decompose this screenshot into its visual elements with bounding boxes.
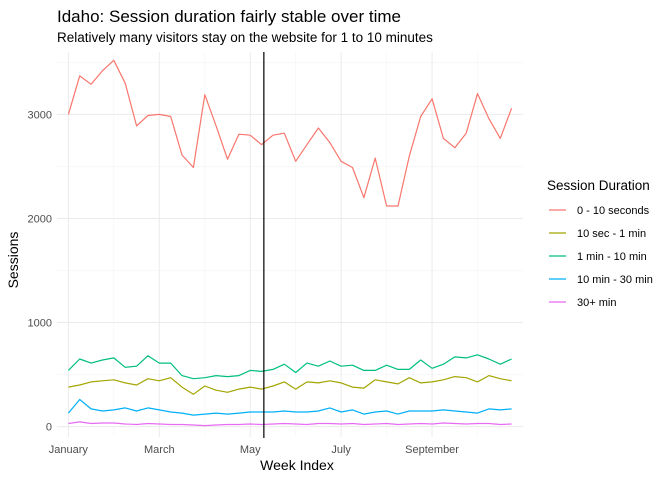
grid: [57, 52, 523, 437]
y-tick-label: 2000: [28, 213, 52, 225]
y-axis-ticks: 0 1000 2000 3000: [28, 109, 52, 433]
series-line-3: [67, 398, 512, 416]
legend-label-0: 0 - 10 seconds: [577, 205, 650, 217]
series-line-0: [67, 59, 513, 207]
y-tick-label: 0: [46, 422, 52, 434]
x-tick-label: March: [144, 444, 175, 456]
legend-label-4: 30+ min: [577, 297, 616, 309]
legend-label-2: 1 min - 10 min: [577, 251, 647, 263]
x-tick-label: January: [49, 444, 89, 456]
series-line-4: [68, 421, 512, 427]
y-tick-label: 1000: [28, 318, 52, 330]
legend-title: Session Duration: [547, 178, 650, 193]
chart-subtitle: Relatively many visitors stay on the web…: [57, 30, 433, 45]
series-line-1: [68, 375, 512, 395]
x-axis-title: Week Index: [260, 457, 334, 473]
x-tick-label: September: [405, 444, 459, 456]
x-tick-label: May: [240, 444, 261, 456]
series-line-2: [67, 354, 512, 380]
x-axis-ticks: January March May July September: [49, 444, 460, 456]
legend: Session Duration 0 - 10 seconds 10 sec - …: [547, 178, 653, 309]
legend-label-1: 10 sec - 1 min: [577, 228, 646, 240]
x-tick-label: July: [331, 444, 351, 456]
y-axis-title: Sessions: [5, 232, 21, 289]
y-tick-label: 3000: [28, 109, 52, 121]
chart-title: Idaho: Session duration fairly stable ov…: [57, 7, 401, 26]
series-lines: [67, 59, 513, 427]
legend-label-3: 10 min - 30 min: [577, 274, 653, 286]
